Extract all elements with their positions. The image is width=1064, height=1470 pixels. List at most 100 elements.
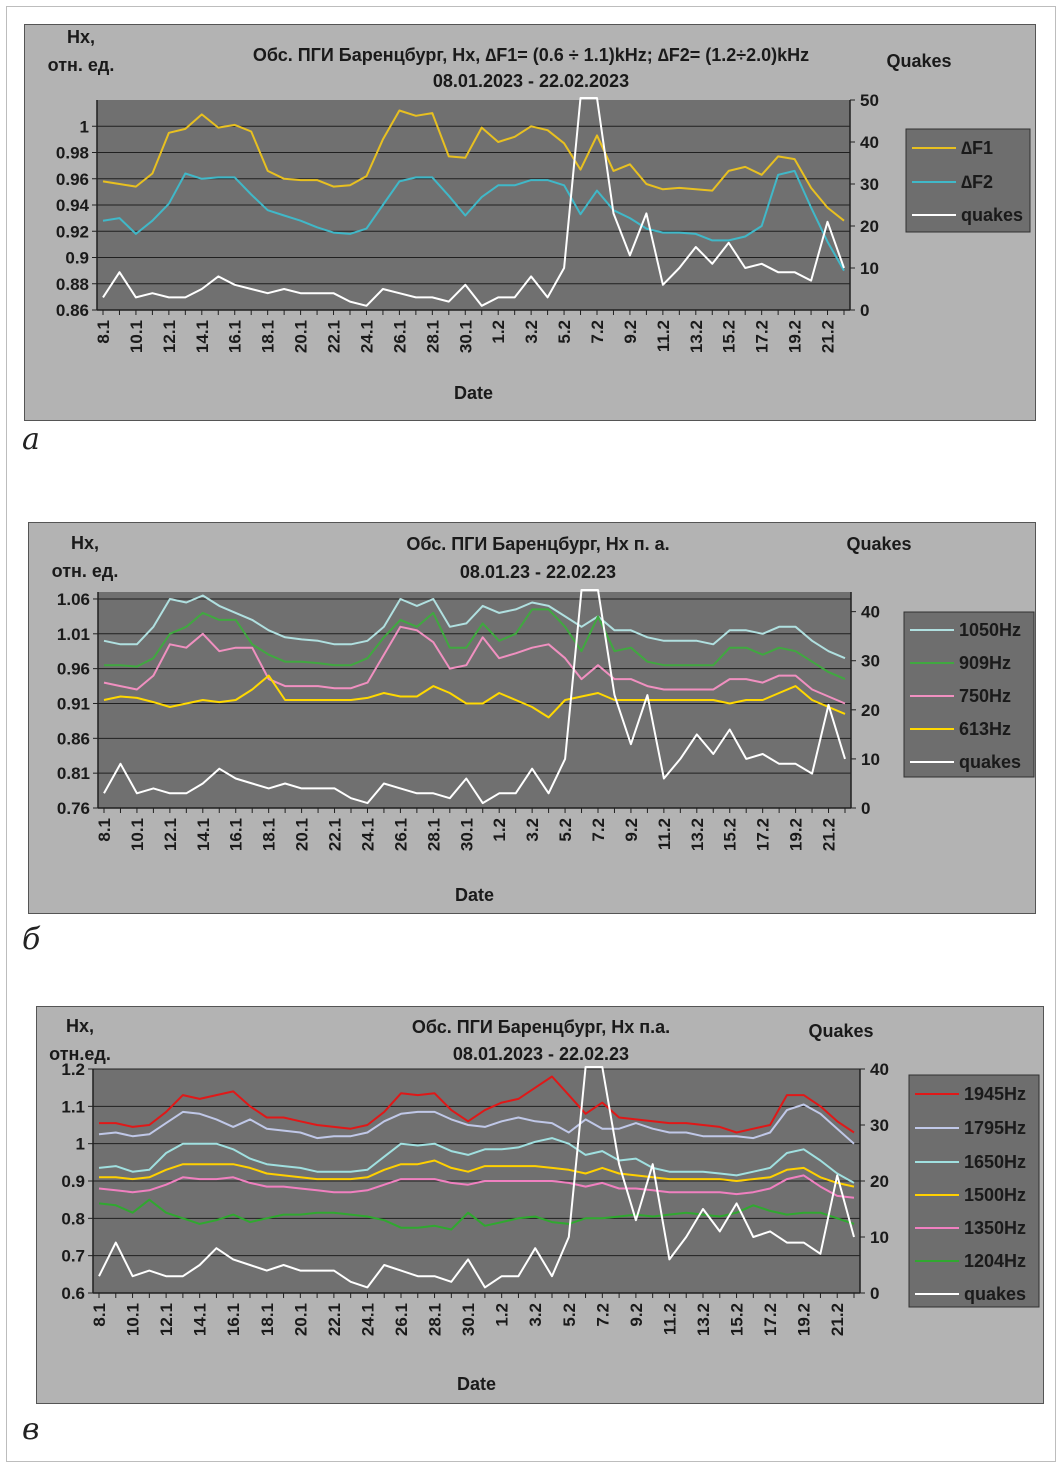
y-tick-label: 0.96 <box>56 170 89 189</box>
y-tick-label: 0.81 <box>57 764 90 783</box>
x-tick-label: 24.1 <box>358 818 377 851</box>
y2-tick-label: 40 <box>861 603 880 622</box>
x-tick-label: 16.1 <box>227 818 246 851</box>
chart-svg-b: 0.76 0.81 0.86 0.91 0.96 1.01 1.06 0 10 20 30 40 8.1… <box>52 533 1035 905</box>
y-axis-label: отн. ед. <box>48 55 115 75</box>
x-tick-label: 30.1 <box>459 1303 478 1336</box>
chart-panel-b: 0.76 0.81 0.86 0.91 0.96 1.01 1.06 0 10 20 30 40 8.1… <box>28 522 1036 914</box>
x-tick-label: 9.2 <box>621 320 640 344</box>
x-tick-label: 17.2 <box>753 320 772 353</box>
legend-label: 1500Hz <box>964 1185 1026 1205</box>
x-tick-label: 22.1 <box>325 320 344 353</box>
y-axis-label: Hx, <box>67 27 95 47</box>
x-tick-label: 11.2 <box>660 1303 679 1335</box>
series-line-750Hz <box>103 625 846 705</box>
y2-tick-label: 10 <box>861 750 880 769</box>
legend-label: 1945Hz <box>964 1084 1026 1104</box>
legend-label: ∆F2 <box>961 172 993 192</box>
y-axis-label: Hx, <box>71 533 99 553</box>
y-tick-label: 1.2 <box>61 1060 85 1079</box>
x-tick-label: 8.1 <box>90 1303 109 1327</box>
y-tick-label: 0.96 <box>57 660 90 679</box>
y2-tick-label: 10 <box>870 1228 889 1247</box>
chart-panel-c: 0.6 0.7 0.8 0.9 1 1.1 1.2 0 10 20 30 40 8.1 10.1 12.1 1… <box>36 1006 1044 1404</box>
y2-tick-label: 0 <box>861 799 870 818</box>
legend-label: 1795Hz <box>964 1118 1026 1138</box>
x-tick-label: 7.2 <box>588 320 607 344</box>
x-tick-label: 12.1 <box>161 818 180 851</box>
panel-letter-b: б <box>22 922 41 957</box>
x-axis-label: Date <box>455 885 494 905</box>
x-tick-label: 8.1 <box>95 818 114 842</box>
y2-tick-label: 20 <box>861 701 880 720</box>
y-tick-label: 0.92 <box>56 222 89 241</box>
x-tick-label: 15.2 <box>720 320 739 353</box>
x-tick-label: 15.2 <box>721 818 740 851</box>
x-tick-label: 1.2 <box>489 320 508 344</box>
x-tick-label: 30.1 <box>456 320 475 353</box>
y2-axis-label: Quakes <box>846 534 911 554</box>
x-tick-label: 5.2 <box>560 1303 579 1327</box>
x-tick-label: 28.1 <box>426 1303 445 1336</box>
x-tick-label: 30.1 <box>457 818 476 851</box>
chart-svg-a: 0.860.880.90.920.940.960.981010203040508… <box>48 27 1031 403</box>
x-tick-label: 12.1 <box>160 320 179 353</box>
y-tick-label: 0.94 <box>56 196 90 215</box>
y-tick-label: 0.7 <box>61 1247 85 1266</box>
y2-tick-label: 30 <box>861 652 880 671</box>
y-tick-label: 0.9 <box>65 249 89 268</box>
series-line-1050Hz <box>103 594 846 660</box>
x-tick-label: 5.2 <box>555 320 574 344</box>
x-tick-label: 28.1 <box>423 320 442 353</box>
x-tick-label: 13.2 <box>687 320 706 353</box>
y2-tick-label: 0 <box>860 301 869 320</box>
x-tick-label: 15.2 <box>728 1303 747 1336</box>
series-line-quakes <box>98 1066 855 1289</box>
series-line-1500Hz <box>99 1159 855 1188</box>
series-line-1945Hz <box>99 1075 855 1134</box>
x-tick-label: 9.2 <box>622 818 641 842</box>
chart-panel-a: 0.86 0.88 0.9 0.92 0.94 0.96 0.98 1 0 10 20 30 40 50 8… <box>24 24 1036 421</box>
x-tick-label: 16.1 <box>226 320 245 353</box>
x-tick-label: 22.1 <box>326 818 345 851</box>
y-tick-label: 1.1 <box>61 1097 85 1116</box>
y-tick-label: 0.9 <box>61 1172 85 1191</box>
x-tick-label: 28.1 <box>424 818 443 851</box>
chart-subtitle: 08.01.2023 - 22.02.23 <box>453 1044 629 1064</box>
x-tick-label: 18.1 <box>258 1303 277 1336</box>
legend-label: quakes <box>959 752 1021 772</box>
y2-tick-label: 30 <box>860 175 879 194</box>
x-tick-label: 17.2 <box>754 818 773 851</box>
legend-label: 1050Hz <box>959 620 1021 640</box>
legend-label: ∆F1 <box>961 138 993 158</box>
legend-label: 613Hz <box>959 719 1011 739</box>
legend-label: 909Hz <box>959 653 1011 673</box>
y-axis-label: отн. ед. <box>52 561 119 581</box>
x-tick-label: 10.1 <box>124 1303 143 1336</box>
x-tick-label: 3.2 <box>522 320 541 344</box>
y-tick-label: 1.01 <box>57 625 90 644</box>
x-tick-label: 3.2 <box>526 1303 545 1327</box>
y-tick-label: 0.86 <box>56 301 89 320</box>
legend-label: 1350Hz <box>964 1218 1026 1238</box>
x-tick-label: 21.2 <box>828 1303 847 1336</box>
x-tick-label: 11.2 <box>655 818 674 850</box>
y-tick-label: 1 <box>80 117 89 136</box>
y-axis-label: отн.ед. <box>49 1044 111 1064</box>
legend-label: quakes <box>961 205 1023 225</box>
chart-subtitle: 08.01.2023 - 22.02.2023 <box>433 71 629 91</box>
x-tick-label: 14.1 <box>193 320 212 353</box>
y-tick-label: 1 <box>76 1135 85 1154</box>
x-tick-label: 18.1 <box>259 320 278 353</box>
chart-title: Обс. ПГИ Баренцбург, Hx, ∆F1= (0.6 ÷ 1.1… <box>253 45 809 65</box>
x-tick-label: 1.2 <box>490 818 509 842</box>
y-tick-label: 0.88 <box>56 275 89 294</box>
y-axis-label: Hx, <box>66 1016 94 1036</box>
x-tick-label: 5.2 <box>556 818 575 842</box>
y-tick-label: 0.91 <box>57 694 90 713</box>
legend-box <box>903 611 1035 778</box>
x-tick-label: 18.1 <box>260 818 279 851</box>
x-tick-label: 19.2 <box>786 320 805 353</box>
x-tick-label: 21.2 <box>819 320 838 353</box>
x-tick-label: 10.1 <box>127 320 146 353</box>
